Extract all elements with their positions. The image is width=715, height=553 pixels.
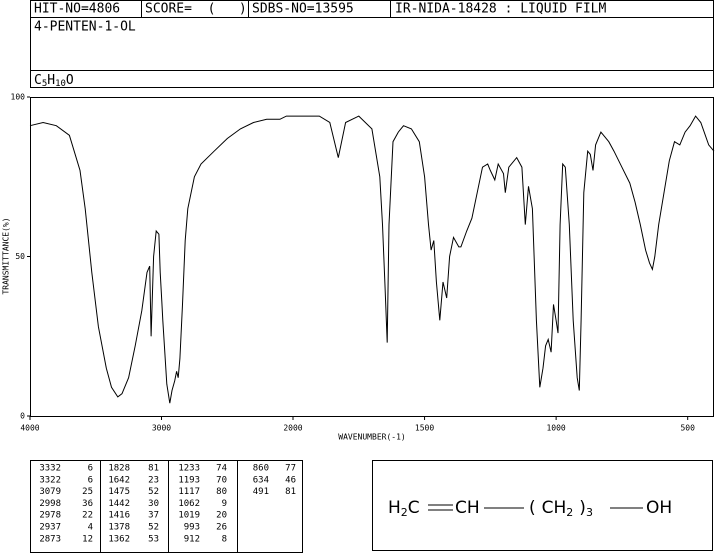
peak-wavenumber: 1475 <box>108 487 130 497</box>
peak-wavenumber: 2998 <box>39 499 61 509</box>
peak-wavenumber: 1233 <box>178 464 200 474</box>
atom: CH <box>542 498 567 518</box>
peak-transmittance: 6 <box>88 475 93 485</box>
peak-wavenumber: 860 <box>253 464 269 474</box>
peak-wavenumber: 993 <box>184 523 200 533</box>
peak-transmittance: 53 <box>148 534 159 544</box>
score: SCORE= ( ) <box>145 2 247 17</box>
peak-wavenumber: 1442 <box>108 499 130 509</box>
peak-wavenumber: 1062 <box>178 499 200 509</box>
peak-wavenumber: 1362 <box>108 534 130 544</box>
x-axis-label: WAVENUMBER(-1) <box>338 433 405 442</box>
peak-transmittance: 30 <box>148 499 159 509</box>
peak-transmittance: 36 <box>82 499 93 509</box>
peak-wavenumber: 2978 <box>39 511 61 521</box>
formula-part: O <box>66 73 74 88</box>
peak-transmittance: 6 <box>88 464 93 474</box>
peak-wavenumber: 3079 <box>39 487 61 497</box>
peak-wavenumber: 3322 <box>39 475 61 485</box>
peak-transmittance: 4 <box>88 523 93 533</box>
peak-transmittance: 23 <box>148 475 159 485</box>
header-box <box>30 0 714 88</box>
peak-wavenumber: 2937 <box>39 523 61 533</box>
peak-wavenumber: 1019 <box>178 511 200 521</box>
formula-sub: 10 <box>55 79 66 89</box>
y-tick-label: 100 <box>11 93 26 102</box>
peak-transmittance: 22 <box>82 511 93 521</box>
structure: CH <box>455 498 480 518</box>
x-tick-label: 4000 <box>20 424 39 433</box>
x-tick-label: 500 <box>680 424 695 433</box>
peak-transmittance: 46 <box>285 475 296 485</box>
peak-table-box <box>30 460 303 553</box>
formula-sub: 5 <box>42 79 47 89</box>
x-tick-label: 3000 <box>152 424 171 433</box>
peak-transmittance: 80 <box>216 487 227 497</box>
spectrum <box>29 115 715 404</box>
peak-wavenumber: 3332 <box>39 464 61 474</box>
atom: C <box>408 498 420 518</box>
subscript: 3 <box>586 506 593 519</box>
structure-box <box>372 460 713 551</box>
structure: ( CH2)3 <box>529 498 593 519</box>
atom: ) <box>579 498 586 518</box>
peak-transmittance: 52 <box>148 523 159 533</box>
formula: C5H10O <box>34 73 74 89</box>
peak-wavenumber: 1193 <box>178 475 200 485</box>
peak-wavenumber: 912 <box>184 534 200 544</box>
peak-wavenumber: 634 <box>253 475 269 485</box>
ir-no: IR-NIDA-18428 : LIQUID FILM <box>395 2 606 17</box>
peak-transmittance: 81 <box>285 487 296 497</box>
compound-name: 4-PENTEN-1-OL <box>34 20 136 35</box>
atom: ( <box>529 498 536 518</box>
peak-transmittance: 8 <box>222 534 227 544</box>
peak-transmittance: 20 <box>216 511 227 521</box>
peak-transmittance: 26 <box>216 523 227 533</box>
plot-frame <box>30 97 714 417</box>
peak-wavenumber: 2873 <box>39 534 61 544</box>
peak-wavenumber: 1117 <box>178 487 200 497</box>
peak-wavenumber: 491 <box>253 487 269 497</box>
sdbs-no: SDBS-NO=13595 <box>252 2 354 17</box>
x-tick-label: 2000 <box>283 424 302 433</box>
formula-part: H <box>47 73 55 88</box>
peak-transmittance: 9 <box>222 499 227 509</box>
structure: OH <box>646 498 672 518</box>
peak-transmittance: 77 <box>285 464 296 474</box>
structure: H2C <box>388 498 420 519</box>
peak-wavenumber: 1828 <box>108 464 130 474</box>
y-tick-label: 50 <box>15 252 25 261</box>
atom: H <box>388 498 401 518</box>
peak-wavenumber: 1642 <box>108 475 130 485</box>
x-tick-label: 1500 <box>415 424 434 433</box>
peak-transmittance: 52 <box>148 487 159 497</box>
peak-transmittance: 25 <box>82 487 93 497</box>
peak-transmittance: 70 <box>216 475 227 485</box>
peak-wavenumber: 1378 <box>108 523 130 533</box>
subscript: 2 <box>401 506 408 519</box>
y-axis-label: TRANSMITTANCE(%) <box>2 217 11 294</box>
formula-part: C <box>34 73 42 88</box>
peak-transmittance: 74 <box>216 464 227 474</box>
peak-transmittance: 12 <box>82 534 93 544</box>
y-tick-label: 0 <box>20 412 25 421</box>
peak-transmittance: 37 <box>148 511 159 521</box>
peak-transmittance: 81 <box>148 464 159 474</box>
peak-wavenumber: 1416 <box>108 511 130 521</box>
hit-no: HIT-NO=4806 <box>34 2 120 17</box>
x-tick-label: 1000 <box>546 424 565 433</box>
subscript: 2 <box>566 506 573 519</box>
